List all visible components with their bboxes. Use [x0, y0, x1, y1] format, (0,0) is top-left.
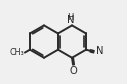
Text: O: O: [69, 66, 77, 76]
Text: N: N: [67, 15, 75, 25]
Text: N: N: [96, 46, 103, 56]
Text: H: H: [68, 13, 74, 22]
Text: CH₃: CH₃: [9, 48, 24, 57]
